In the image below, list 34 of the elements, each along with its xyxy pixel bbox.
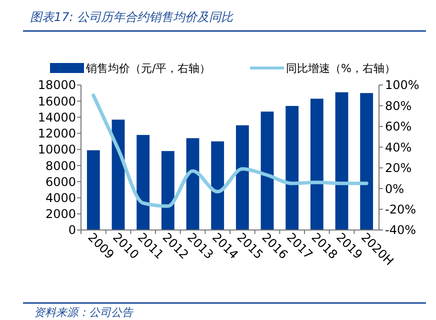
y2-tick-label: -40% bbox=[385, 223, 416, 238]
bar bbox=[136, 134, 150, 230]
y2-tick-label: 60% bbox=[385, 120, 412, 134]
chart-title: 图表17: 公司历年合约销售均价及同比 bbox=[30, 10, 234, 24]
bar bbox=[260, 112, 274, 230]
y-tick-label: 14000 bbox=[38, 110, 76, 124]
bar bbox=[335, 92, 348, 230]
line-series bbox=[92, 94, 368, 208]
text: 资料来源：公司公告 bbox=[34, 306, 134, 319]
bar bbox=[161, 151, 174, 230]
y-tick-label: 12000 bbox=[38, 126, 76, 141]
y-tick-label: 8000 bbox=[45, 158, 76, 173]
y-tick-label: 0 bbox=[68, 223, 76, 238]
bar bbox=[360, 93, 374, 230]
y2-tick-label: 100% bbox=[385, 78, 420, 92]
y-tick-label: 4000 bbox=[45, 190, 76, 205]
legend-label: 销售均价（元/平，右轴） bbox=[85, 62, 211, 75]
y-tick-label: 6000 bbox=[45, 174, 76, 189]
bar bbox=[186, 138, 200, 230]
bar bbox=[286, 106, 299, 230]
y2-tick-label: 0% bbox=[385, 182, 404, 196]
y2-tick-label: -20% bbox=[385, 202, 416, 216]
y-tick-label: 16000 bbox=[38, 94, 76, 108]
bar bbox=[86, 150, 100, 230]
legend-label: 同比增速（%，右轴） bbox=[286, 62, 396, 75]
bar bbox=[310, 98, 324, 230]
bar bbox=[236, 125, 249, 230]
y-tick-label: 10000 bbox=[38, 142, 76, 157]
y2-tick-label: 40% bbox=[385, 140, 412, 154]
y2-tick-label: 80% bbox=[385, 98, 412, 113]
y2-tick-label: 20% bbox=[385, 161, 412, 176]
bar bbox=[211, 141, 224, 230]
y-tick-label: 2000 bbox=[45, 207, 76, 222]
y-tick-label: 18000 bbox=[38, 78, 76, 92]
